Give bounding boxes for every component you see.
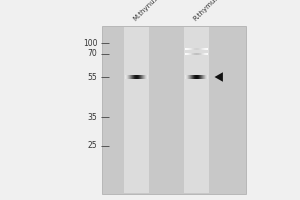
Bar [102,26,246,194]
Text: 70: 70 [88,49,98,58]
Text: 55: 55 [88,72,98,82]
Text: 35: 35 [88,112,98,121]
Polygon shape [214,72,223,82]
Text: R.thymus: R.thymus [192,0,220,22]
Text: 25: 25 [88,142,98,150]
Bar [184,27,209,193]
Text: 100: 100 [83,38,98,47]
Text: M.thynus: M.thynus [132,0,159,22]
Bar [124,27,149,193]
